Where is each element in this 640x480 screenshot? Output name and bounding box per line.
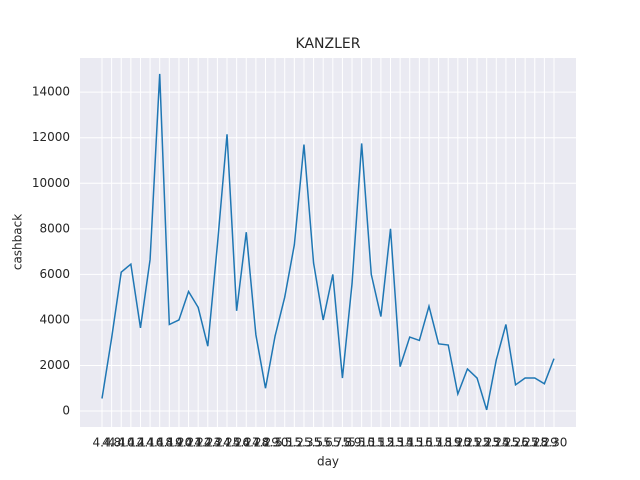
x-tick-label: 4.8 — [102, 436, 121, 450]
x-tick-label: 4.14 — [127, 436, 154, 450]
y-tick-label: 6000 — [39, 267, 70, 281]
x-tick-label: 4.12 — [117, 436, 144, 450]
y-tick-label: 2000 — [39, 358, 70, 372]
x-axis-label: day — [317, 455, 339, 469]
y-tick-label: 12000 — [32, 130, 70, 144]
x-tick-label: 4.18 — [146, 436, 173, 450]
x-tick-label: 5.14 — [387, 436, 414, 450]
x-tick-label: 4.4 — [92, 436, 111, 450]
x-tick-label: 5.29 — [531, 436, 558, 450]
x-tick-label: 5.1 — [275, 436, 294, 450]
x-tick-label: 4.27 — [233, 436, 260, 450]
x-tick-label: 4.19 — [156, 436, 183, 450]
x-tick-label: 5.25 — [493, 436, 520, 450]
x-tick-label: 5.21 — [454, 436, 481, 450]
line — [101, 73, 555, 411]
x-tick-label: 4.10 — [108, 436, 135, 450]
x-tick-label: 5.5 — [304, 436, 323, 450]
x-tick-label: 5.18 — [425, 436, 452, 450]
x-tick-label: 5.9 — [342, 436, 361, 450]
x-tick-label: 5.30 — [541, 436, 568, 450]
x-tick-label: 4.20 — [166, 436, 193, 450]
x-tick-label: 4.16 — [137, 436, 164, 450]
plot-area — [80, 58, 576, 427]
x-tick-label: 5.3 — [294, 436, 313, 450]
x-tick-label: 4.29 — [252, 436, 279, 450]
x-tick-label: 4.25 — [214, 436, 241, 450]
x-tick-label: 5.26 — [502, 436, 529, 450]
x-tick-label: 5.10 — [348, 436, 375, 450]
x-tick-label: 5.17 — [416, 436, 443, 450]
x-tick-label: 5.24 — [483, 436, 510, 450]
x-tick-label: 5.13 — [377, 436, 404, 450]
x-tick-label: 4.22 — [185, 436, 212, 450]
x-tick-label: 5.8 — [333, 436, 352, 450]
y-tick-label: 8000 — [39, 221, 70, 235]
x-tick-label: 5.7 — [323, 436, 342, 450]
x-tick-label: 5.6 — [314, 436, 333, 450]
x-tick-label: 4.26 — [223, 436, 250, 450]
x-tick-label: 4.28 — [243, 436, 270, 450]
y-tick-label: 14000 — [32, 85, 70, 99]
chart-title: KANZLER — [296, 36, 361, 52]
y-tick-label: 0 — [62, 404, 70, 418]
y-tick-label: 10000 — [32, 176, 70, 190]
x-tick-label: 4.21 — [175, 436, 202, 450]
x-tick-label: 5.15 — [396, 436, 423, 450]
x-tick-label: 5.12 — [368, 436, 395, 450]
x-tick-label: 5.19 — [435, 436, 462, 450]
x-tick-label: 5.16 — [406, 436, 433, 450]
x-tick-label: 5.23 — [473, 436, 500, 450]
x-tick-label: 4.24 — [204, 436, 231, 450]
x-tick-label: 5.11 — [358, 436, 385, 450]
x-tick-label: 5.2 — [285, 436, 304, 450]
x-tick-label: 4.30 — [262, 436, 289, 450]
x-tick-label: 4.23 — [194, 436, 221, 450]
x-tick-label: 5.27 — [512, 436, 539, 450]
x-tick-label: 5.20 — [444, 436, 471, 450]
x-tick-label: 5.22 — [464, 436, 491, 450]
y-axis-label: cashback — [11, 214, 25, 270]
y-tick-label: 4000 — [39, 312, 70, 326]
x-tick-label: 5.28 — [521, 436, 548, 450]
